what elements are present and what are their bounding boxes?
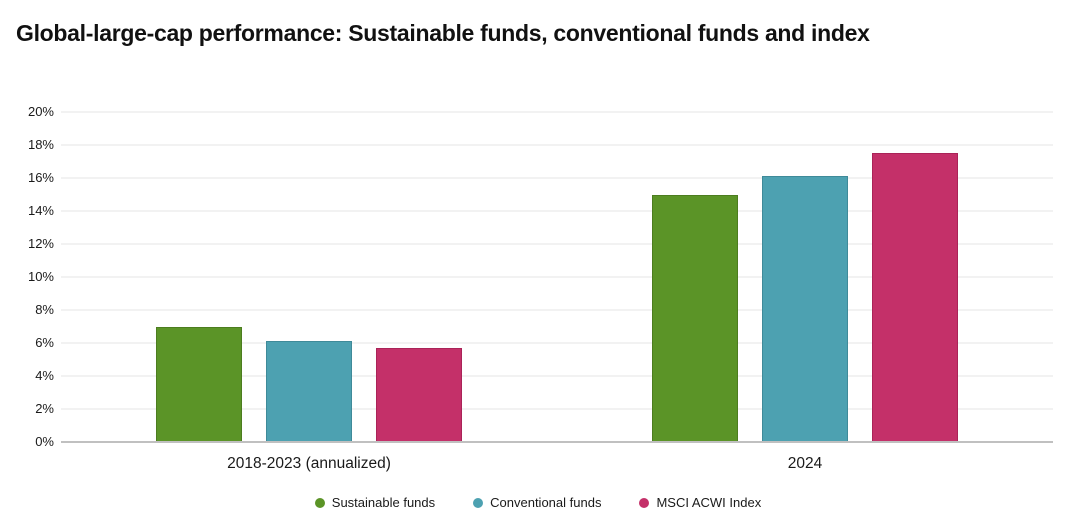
y-tick-label: 18%	[27, 137, 54, 152]
y-tick-label: 20%	[27, 104, 54, 119]
legend-item: MSCI ACWI Index	[639, 495, 761, 510]
legend: Sustainable funds Conventional funds MSCI …	[0, 495, 1076, 510]
bar-sustainable-funds	[156, 326, 242, 442]
y-tick-label: 14%	[27, 203, 54, 218]
y-tick-label: 16%	[27, 170, 54, 185]
gridline	[61, 144, 1053, 146]
gridline	[61, 375, 1053, 377]
x-category-label: 2018-2023 (annualized)	[227, 455, 391, 472]
gridline	[61, 309, 1053, 311]
bar-conventional-funds	[266, 341, 352, 442]
legend-label: Sustainable funds	[331, 495, 436, 510]
x-axis-line	[61, 441, 1053, 443]
bar-sustainable-funds	[652, 194, 738, 442]
y-tick-label: 4%	[35, 368, 54, 383]
legend-dot-icon	[314, 497, 325, 508]
y-tick-label: 12%	[27, 236, 54, 251]
bar-msci-acwi-index	[376, 347, 462, 442]
gridline	[61, 177, 1053, 179]
legend-label: Conventional funds	[490, 495, 602, 510]
bar-conventional-funds	[762, 176, 848, 442]
y-tick-label: 6%	[35, 335, 54, 350]
y-tick-label: 0%	[35, 434, 54, 449]
gridline	[61, 111, 1053, 113]
legend-item: Sustainable funds	[314, 495, 436, 510]
legend-item: Conventional funds	[473, 495, 601, 510]
x-category-label: 2024	[787, 455, 823, 472]
bar-msci-acwi-index	[872, 153, 958, 442]
gridline	[61, 210, 1053, 212]
y-tick-label: 8%	[35, 302, 54, 317]
chart-title: Global-large-cap performance: Sustainabl…	[16, 20, 870, 46]
legend-label: MSCI ACWI Index	[656, 495, 762, 510]
legend-dot-icon	[473, 497, 484, 508]
gridline	[61, 408, 1053, 410]
gridline	[61, 276, 1053, 278]
legend-dot-icon	[639, 497, 650, 508]
y-tick-label: 2%	[35, 401, 54, 416]
y-tick-label: 10%	[27, 269, 54, 284]
gridline	[61, 243, 1053, 245]
gridline	[61, 342, 1053, 344]
